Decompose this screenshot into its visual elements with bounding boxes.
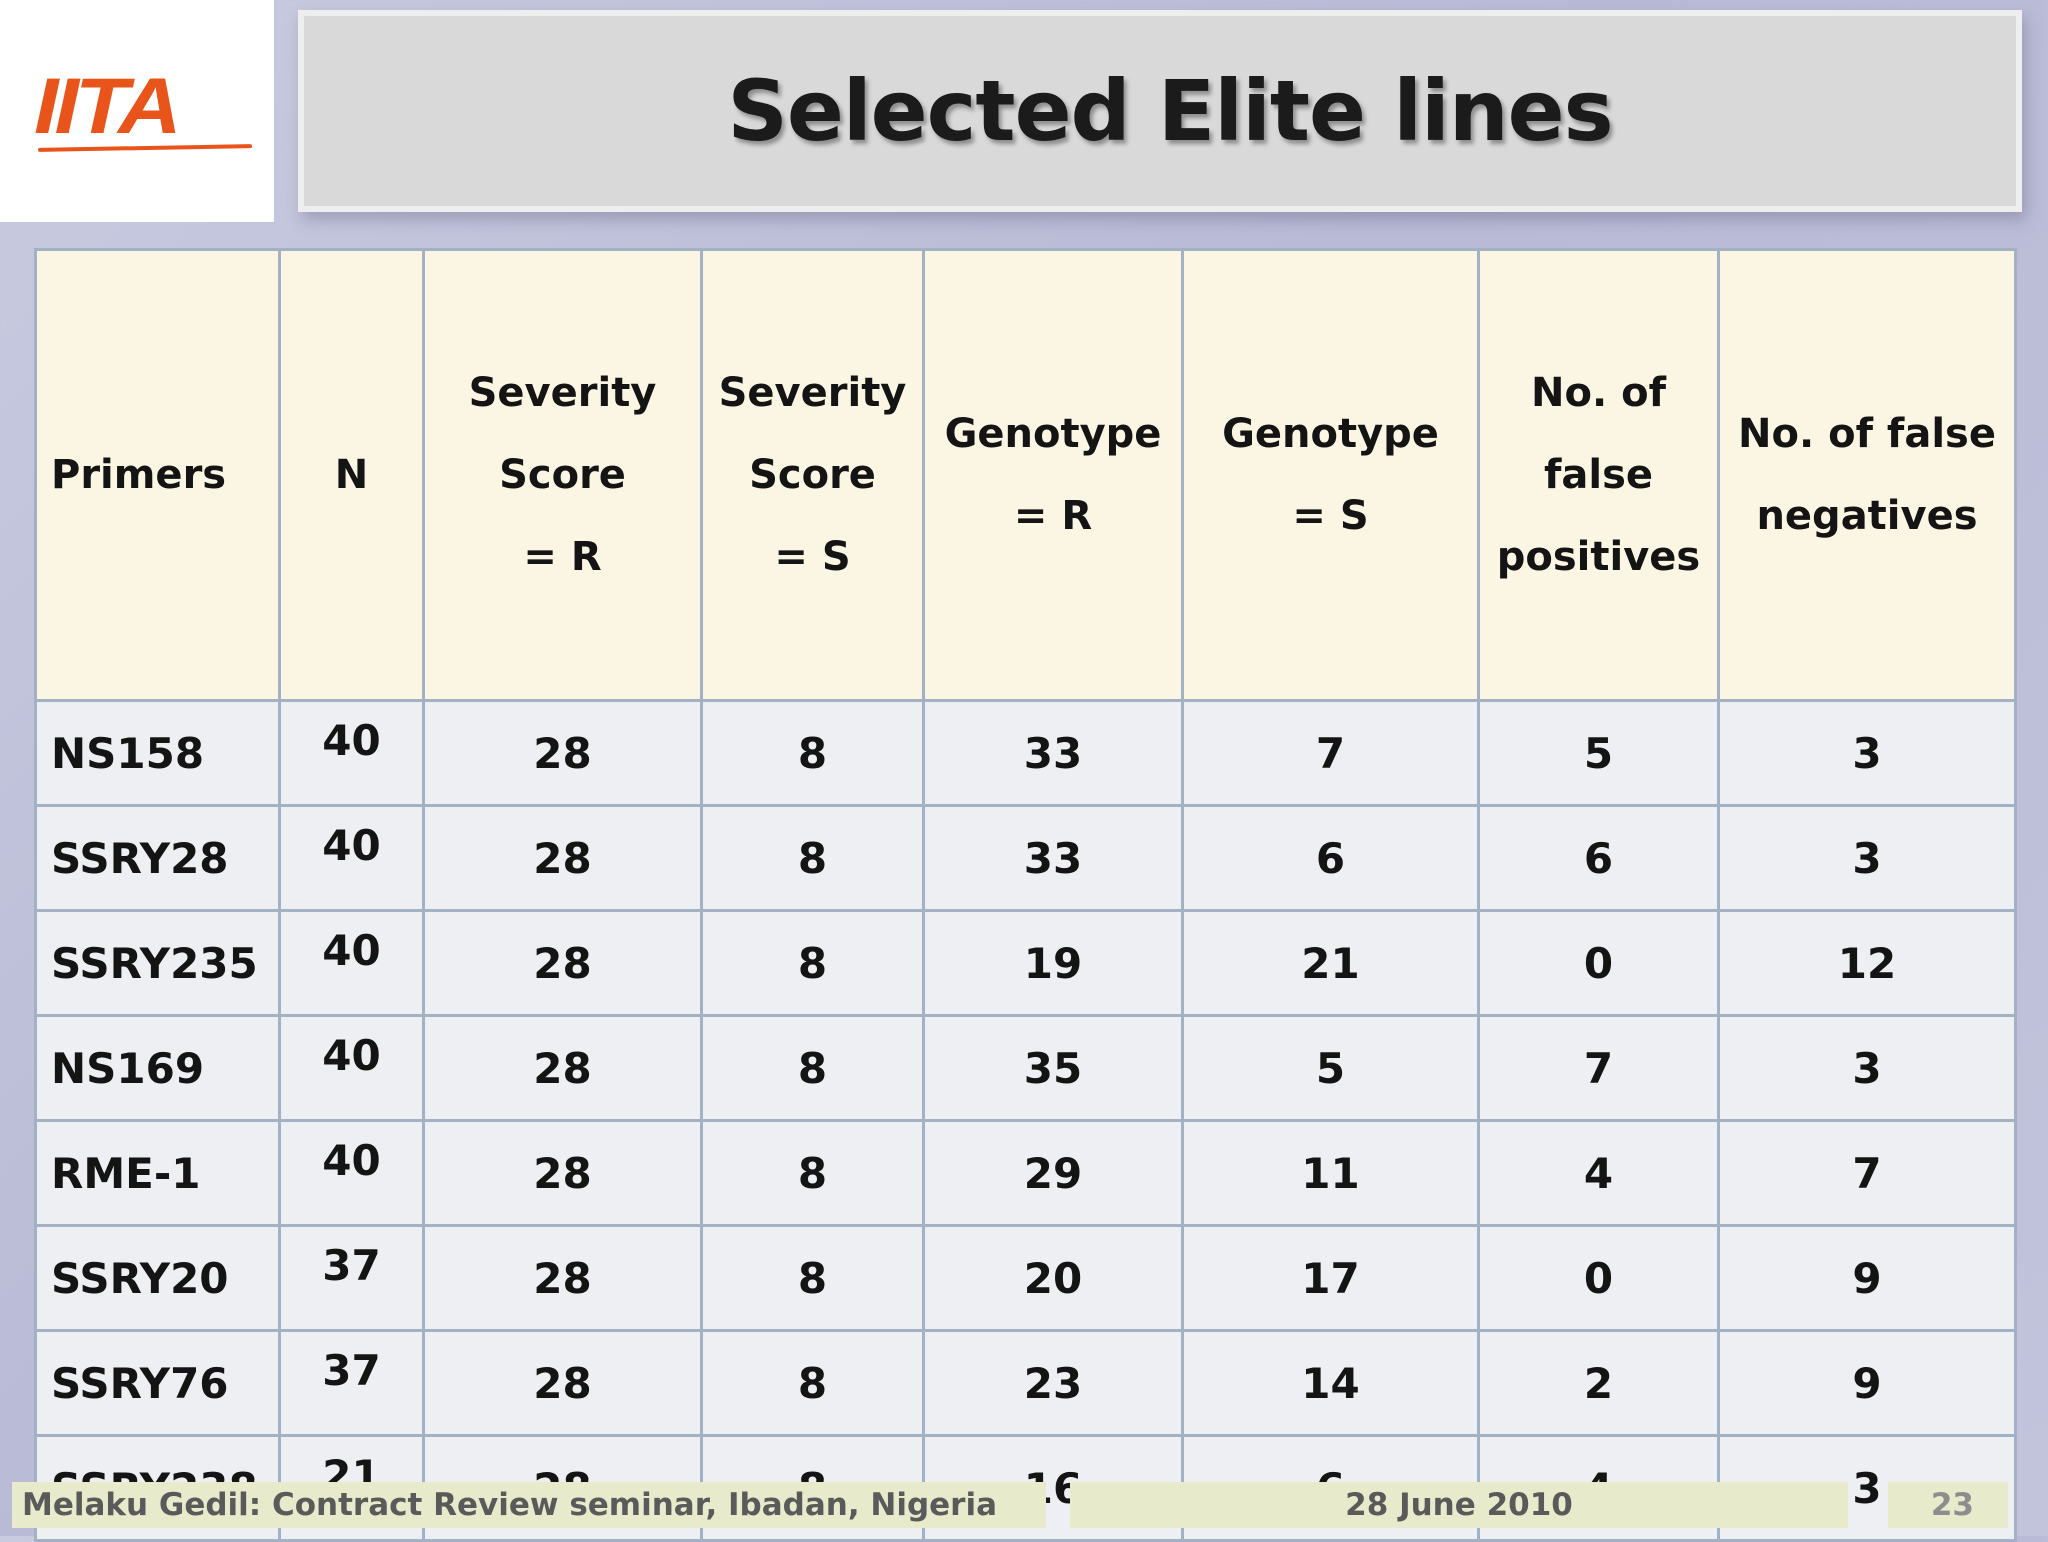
- column-header-line: Genotype: [1222, 411, 1439, 457]
- primer-cell: SSRY235: [34, 909, 281, 1017]
- primer-cell: SSRY28: [34, 804, 281, 912]
- table-row: SSRY76 37 28 8 23 14 2 9: [34, 1329, 2017, 1437]
- column-header-line: N: [334, 452, 369, 498]
- value-cell: 40: [278, 1014, 425, 1122]
- column-header-line: No. of: [1531, 370, 1666, 416]
- value-cell: 40: [278, 699, 425, 807]
- table-row: SSRY28 40 28 8 33 6 6 3: [34, 804, 2017, 912]
- value-cell: 8: [700, 804, 925, 912]
- value-cell: 7: [1181, 699, 1480, 807]
- slide-number: 23: [1888, 1482, 2008, 1528]
- column-header-line: false: [1543, 452, 1654, 498]
- table-row: NS169 40 28 8 35 5 7 3: [34, 1014, 2017, 1122]
- value-cell: 28: [422, 1014, 703, 1122]
- column-header-line: Genotype: [944, 411, 1162, 457]
- value-cell: 0: [1477, 909, 1720, 1017]
- value-cell: 3: [1717, 699, 2017, 807]
- column-header: No. of false positives: [1477, 248, 1720, 702]
- value-cell: 6: [1181, 804, 1480, 912]
- value-cell: 9: [1717, 1329, 2017, 1437]
- value-cell: 7: [1477, 1014, 1720, 1122]
- iita-logo: IITA: [34, 61, 182, 151]
- value-cell: 28: [422, 1119, 703, 1227]
- value-cell: 12: [1717, 909, 2017, 1017]
- table-body: NS158 40 28 8 33 7 5 3 SSRY28 40 28 8 33 6 6 3 SSRY235 40…: [34, 699, 2017, 1542]
- column-header: Severity Score = R: [422, 248, 703, 702]
- column-header-line: positives: [1496, 534, 1701, 580]
- value-cell: 8: [700, 699, 925, 807]
- value-cell: 35: [922, 1014, 1184, 1122]
- value-cell: 8: [700, 1329, 925, 1437]
- value-cell: 8: [700, 909, 925, 1017]
- table-header-row: Primers N Severity Score = R Severity Score = S…: [34, 248, 2017, 702]
- column-header-line: Severity: [718, 370, 907, 416]
- primer-cell: RME-1: [34, 1119, 281, 1227]
- value-cell: 37: [278, 1329, 425, 1437]
- column-header-line: No. of false: [1738, 411, 1996, 457]
- value-cell: 33: [922, 699, 1184, 807]
- value-cell: 5: [1181, 1014, 1480, 1122]
- column-header: Primers: [34, 248, 281, 702]
- value-cell: 6: [1477, 804, 1720, 912]
- column-header-line: Severity: [468, 370, 657, 416]
- value-cell: 2: [1477, 1329, 1720, 1437]
- logo-panel: IITA: [0, 0, 274, 222]
- value-cell: 17: [1181, 1224, 1480, 1332]
- value-cell: 14: [1181, 1329, 1480, 1437]
- slide-title: Selected Elite lines: [727, 62, 1613, 160]
- primer-cell: SSRY20: [34, 1224, 281, 1332]
- value-cell: 40: [278, 1119, 425, 1227]
- value-cell: 28: [422, 699, 703, 807]
- value-cell: 11: [1181, 1119, 1480, 1227]
- value-cell: 19: [922, 909, 1184, 1017]
- value-cell: 29: [922, 1119, 1184, 1227]
- footer-presenter: Melaku Gedil: Contract Review seminar, I…: [12, 1482, 1046, 1528]
- value-cell: 40: [278, 804, 425, 912]
- elite-lines-table: Primers N Severity Score = R Severity Score = S…: [34, 248, 2017, 1542]
- column-header: Genotype = R: [922, 248, 1184, 702]
- value-cell: 23: [922, 1329, 1184, 1437]
- column-header-line: = R: [523, 534, 602, 580]
- column-header: N: [278, 248, 425, 702]
- value-cell: 28: [422, 804, 703, 912]
- value-cell: 21: [1181, 909, 1480, 1017]
- column-header-line: = S: [774, 534, 851, 580]
- value-cell: 28: [422, 909, 703, 1017]
- value-cell: 5: [1477, 699, 1720, 807]
- column-header: No. of false negatives: [1717, 248, 2017, 702]
- value-cell: 3: [1717, 1014, 2017, 1122]
- footer-date: 28 June 2010: [1070, 1482, 1848, 1528]
- value-cell: 3: [1717, 804, 2017, 912]
- table-row: SSRY20 37 28 8 20 17 0 9: [34, 1224, 2017, 1332]
- column-header: Genotype = S: [1181, 248, 1480, 702]
- value-cell: 0: [1477, 1224, 1720, 1332]
- value-cell: 9: [1717, 1224, 2017, 1332]
- title-banner: Selected Elite lines: [298, 10, 2022, 212]
- value-cell: 28: [422, 1224, 703, 1332]
- column-header-line: Primers: [51, 452, 227, 498]
- column-header-line: Score: [499, 452, 626, 498]
- column-header-line: = R: [1013, 493, 1093, 539]
- column-header-line: Score: [749, 452, 876, 498]
- value-cell: 8: [700, 1014, 925, 1122]
- table-row: NS158 40 28 8 33 7 5 3: [34, 699, 2017, 807]
- value-cell: 8: [700, 1119, 925, 1227]
- primer-cell: SSRY76: [34, 1329, 281, 1437]
- value-cell: 28: [422, 1329, 703, 1437]
- value-cell: 4: [1477, 1119, 1720, 1227]
- value-cell: 33: [922, 804, 1184, 912]
- value-cell: 37: [278, 1224, 425, 1332]
- value-cell: 7: [1717, 1119, 2017, 1227]
- value-cell: 8: [700, 1224, 925, 1332]
- table-row: SSRY235 40 28 8 19 21 0 12: [34, 909, 2017, 1017]
- table-row: RME-1 40 28 8 29 11 4 7: [34, 1119, 2017, 1227]
- primer-cell: NS169: [34, 1014, 281, 1122]
- value-cell: 40: [278, 909, 425, 1017]
- column-header: Severity Score = S: [700, 248, 925, 702]
- primer-cell: NS158: [34, 699, 281, 807]
- column-header-line: = S: [1292, 493, 1369, 539]
- column-header-line: negatives: [1756, 493, 1978, 539]
- value-cell: 20: [922, 1224, 1184, 1332]
